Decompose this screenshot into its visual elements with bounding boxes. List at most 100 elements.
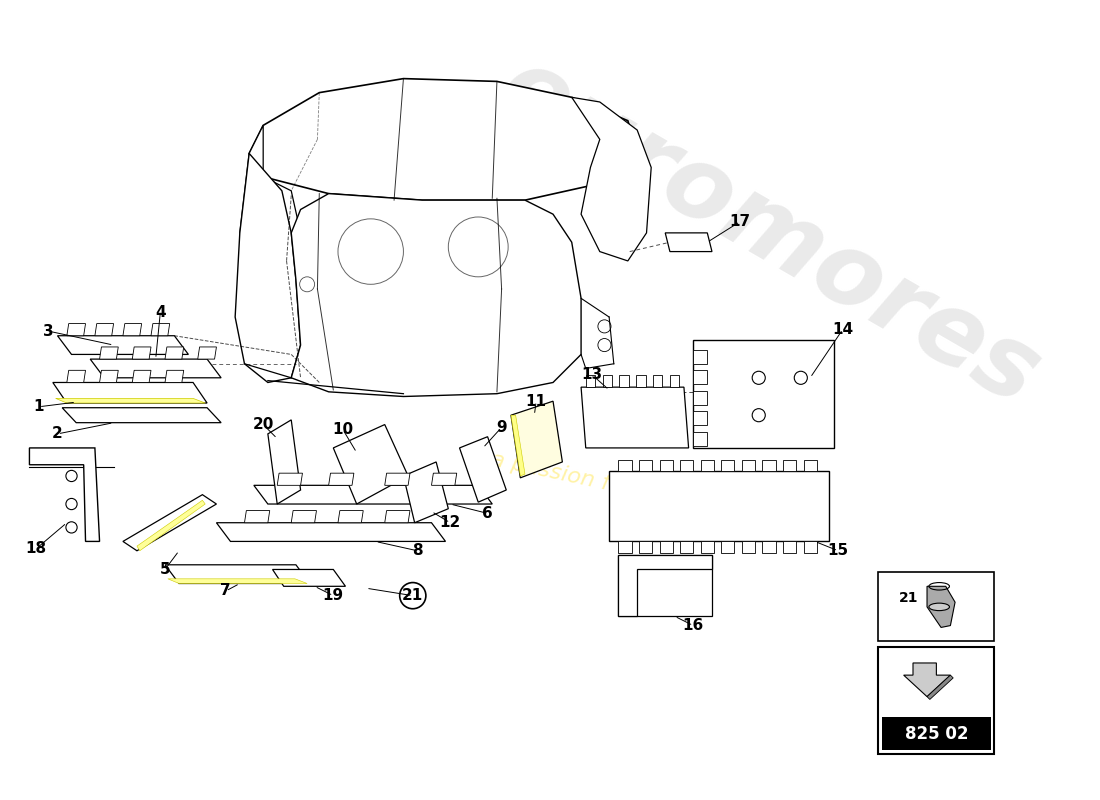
Polygon shape (240, 126, 300, 270)
Polygon shape (693, 370, 707, 384)
Polygon shape (404, 462, 449, 522)
Polygon shape (618, 460, 631, 471)
Polygon shape (512, 401, 562, 478)
Polygon shape (783, 542, 796, 553)
Polygon shape (217, 522, 446, 542)
Polygon shape (619, 375, 629, 387)
Polygon shape (53, 382, 207, 403)
Text: 21: 21 (899, 590, 918, 605)
Polygon shape (572, 98, 651, 261)
Polygon shape (385, 510, 410, 522)
Polygon shape (67, 323, 86, 336)
Polygon shape (512, 415, 525, 476)
Polygon shape (639, 460, 652, 471)
Polygon shape (670, 375, 680, 387)
Polygon shape (138, 500, 206, 550)
Polygon shape (701, 460, 714, 471)
Polygon shape (666, 233, 712, 251)
Polygon shape (660, 460, 673, 471)
Polygon shape (762, 460, 776, 471)
Polygon shape (586, 375, 595, 387)
Polygon shape (30, 448, 100, 542)
Bar (882, 718, 991, 750)
Polygon shape (653, 375, 662, 387)
Polygon shape (277, 473, 302, 486)
Polygon shape (132, 370, 151, 382)
Polygon shape (165, 347, 184, 359)
Polygon shape (618, 542, 631, 553)
Text: 15: 15 (827, 543, 849, 558)
Polygon shape (783, 460, 796, 471)
Polygon shape (165, 370, 184, 382)
Polygon shape (762, 542, 776, 553)
Polygon shape (250, 78, 637, 200)
Polygon shape (292, 194, 581, 397)
Polygon shape (198, 347, 217, 359)
Text: 12: 12 (440, 515, 461, 530)
Text: 5: 5 (160, 562, 170, 577)
Text: 3: 3 (43, 323, 54, 338)
Polygon shape (927, 586, 955, 627)
Polygon shape (67, 370, 86, 382)
Text: 13: 13 (582, 367, 603, 382)
Polygon shape (254, 486, 493, 504)
Polygon shape (639, 542, 652, 553)
Polygon shape (165, 565, 310, 583)
Polygon shape (693, 350, 707, 364)
Polygon shape (693, 341, 834, 448)
Polygon shape (268, 420, 300, 504)
Polygon shape (460, 437, 506, 502)
Polygon shape (338, 510, 363, 522)
Polygon shape (100, 347, 119, 359)
Polygon shape (618, 555, 712, 616)
Text: 18: 18 (25, 542, 46, 557)
Polygon shape (680, 542, 693, 553)
Polygon shape (741, 460, 755, 471)
Polygon shape (693, 432, 707, 446)
Polygon shape (804, 460, 816, 471)
Text: 21: 21 (403, 588, 424, 603)
Polygon shape (100, 370, 119, 382)
Polygon shape (693, 391, 707, 405)
Polygon shape (132, 347, 151, 359)
Text: 8: 8 (412, 543, 422, 558)
Text: 4: 4 (155, 305, 166, 320)
Polygon shape (722, 542, 735, 553)
Text: 825 02: 825 02 (904, 725, 968, 743)
Polygon shape (722, 460, 735, 471)
Polygon shape (244, 510, 270, 522)
Polygon shape (329, 473, 354, 486)
Text: 2: 2 (52, 426, 63, 442)
Polygon shape (56, 398, 206, 403)
Text: 9: 9 (496, 420, 507, 435)
Text: 14: 14 (833, 322, 854, 337)
Polygon shape (701, 542, 714, 553)
Polygon shape (636, 375, 646, 387)
Polygon shape (804, 542, 816, 553)
FancyBboxPatch shape (879, 572, 994, 642)
Polygon shape (292, 510, 317, 522)
Polygon shape (333, 425, 408, 504)
Polygon shape (385, 473, 410, 486)
Polygon shape (603, 375, 612, 387)
Polygon shape (168, 579, 307, 583)
Polygon shape (927, 675, 954, 699)
Text: 16: 16 (683, 618, 704, 633)
Polygon shape (741, 542, 755, 553)
Polygon shape (581, 387, 689, 448)
Text: a passion for parts since 1985: a passion for parts since 1985 (490, 450, 823, 539)
Polygon shape (660, 542, 673, 553)
Polygon shape (123, 323, 142, 336)
Polygon shape (151, 323, 169, 336)
Polygon shape (63, 408, 221, 422)
Ellipse shape (928, 603, 949, 610)
Text: 11: 11 (526, 394, 547, 409)
Text: euromores: euromores (481, 39, 1055, 426)
Polygon shape (57, 336, 188, 354)
Text: 20: 20 (253, 417, 274, 432)
Polygon shape (95, 323, 113, 336)
Text: 1: 1 (33, 399, 44, 414)
Text: 6: 6 (482, 506, 493, 521)
Text: 19: 19 (322, 588, 344, 603)
Polygon shape (235, 154, 300, 382)
